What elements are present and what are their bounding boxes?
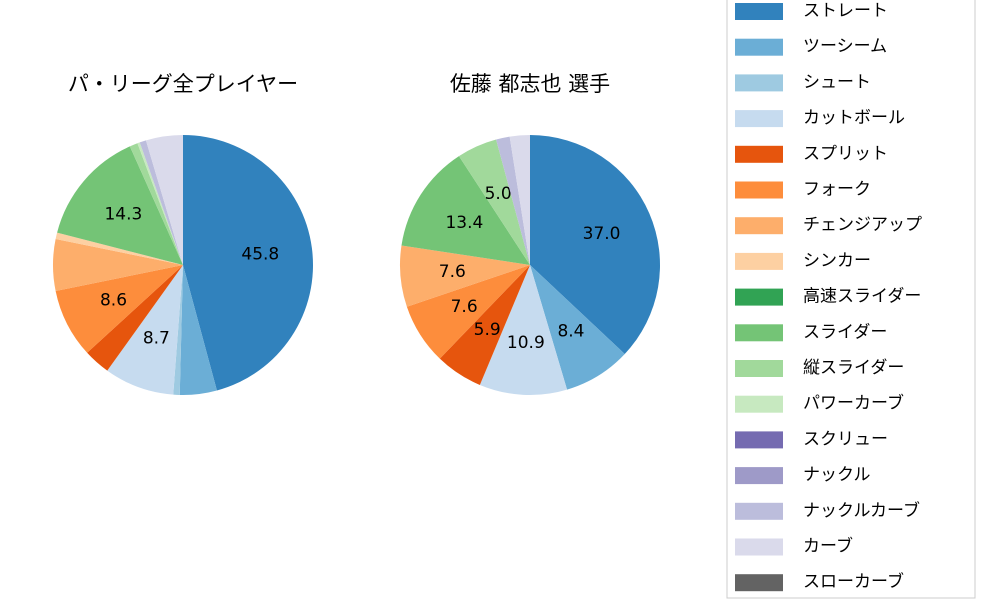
data-label: 8.4 (557, 321, 584, 341)
pie-slice (145, 135, 183, 265)
legend-swatch (735, 395, 783, 413)
legend-swatch (735, 38, 783, 56)
pie-slice (530, 135, 660, 354)
pie-slice (509, 135, 530, 265)
pie-slice (107, 265, 183, 395)
legend-swatch (735, 431, 783, 449)
pie-slice (57, 146, 183, 265)
pie-slice (173, 265, 183, 395)
data-label: 5.9 (474, 320, 501, 340)
data-label: 10.9 (507, 333, 545, 353)
pie-slice (55, 265, 183, 353)
legend-label: パワーカーブ (803, 393, 904, 414)
legend-label: フォーク (803, 180, 871, 200)
pie-slice (439, 265, 530, 385)
data-label: 8.7 (143, 328, 170, 348)
data-label: 13.4 (445, 213, 483, 233)
legend-label: スローカーブ (803, 571, 904, 592)
chart-title: 佐藤 都志也 選手 (450, 72, 610, 96)
legend-label: スプリット (803, 144, 888, 164)
pie-slice (406, 265, 530, 359)
pie-slice (400, 245, 530, 307)
pie-slice (496, 136, 530, 265)
pie-slice (458, 139, 530, 265)
legend-label: ストレート (803, 1, 888, 21)
legend-swatch (735, 288, 783, 306)
legend-label: ナックルカーブ (803, 500, 920, 521)
legend-label: カットボール (803, 108, 905, 128)
legend-swatch (735, 181, 783, 199)
legend-swatch (735, 360, 783, 377)
pie-slice (129, 143, 183, 265)
pie-slice (479, 265, 568, 395)
legend-swatch (735, 574, 783, 592)
legend-label: スクリュー (803, 429, 888, 449)
chart-title: パ・リーグ全プレイヤー (68, 72, 298, 96)
legend-swatch (735, 217, 783, 235)
legend-label: スライダー (803, 322, 887, 342)
pie-slice (179, 265, 217, 395)
legend-swatch (735, 467, 783, 485)
pie-slice (87, 265, 183, 371)
legend-swatch (735, 502, 783, 520)
data-label: 8.6 (100, 290, 127, 310)
pie-slice (530, 265, 625, 390)
pie-slice (401, 156, 530, 265)
data-label: 45.8 (241, 245, 279, 265)
legend-swatch (735, 252, 783, 270)
legend-label: シュート (803, 72, 871, 92)
legend-label: ナックル (803, 465, 871, 485)
legend-label: 縦スライダー (803, 358, 904, 378)
legend-swatch (735, 74, 783, 92)
pie-slice (55, 232, 183, 265)
pie-slice (53, 239, 183, 291)
data-label: 37.0 (583, 224, 621, 244)
legend-label: シンカー (803, 251, 871, 271)
pie-slice (137, 142, 183, 265)
pie-slice (183, 135, 313, 391)
data-label: 14.3 (104, 205, 142, 225)
data-label: 5.0 (485, 184, 512, 204)
legend-swatch (735, 324, 783, 342)
data-label: 7.6 (439, 262, 466, 282)
legend-swatch (735, 3, 783, 20)
pie-slice (139, 140, 183, 265)
data-label: 7.6 (451, 297, 478, 317)
legend-label: 高速スライダー (803, 287, 921, 307)
legend-label: チェンジアップ (803, 215, 922, 235)
legend-swatch (735, 145, 783, 163)
legend-swatch (735, 538, 783, 556)
legend-swatch (735, 110, 783, 128)
legend-label: カーブ (803, 536, 853, 557)
legend-label: ツーシーム (803, 37, 887, 57)
